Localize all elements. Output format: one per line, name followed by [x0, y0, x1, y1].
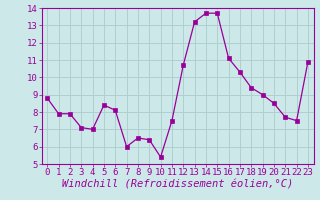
X-axis label: Windchill (Refroidissement éolien,°C): Windchill (Refroidissement éolien,°C) — [62, 180, 293, 190]
